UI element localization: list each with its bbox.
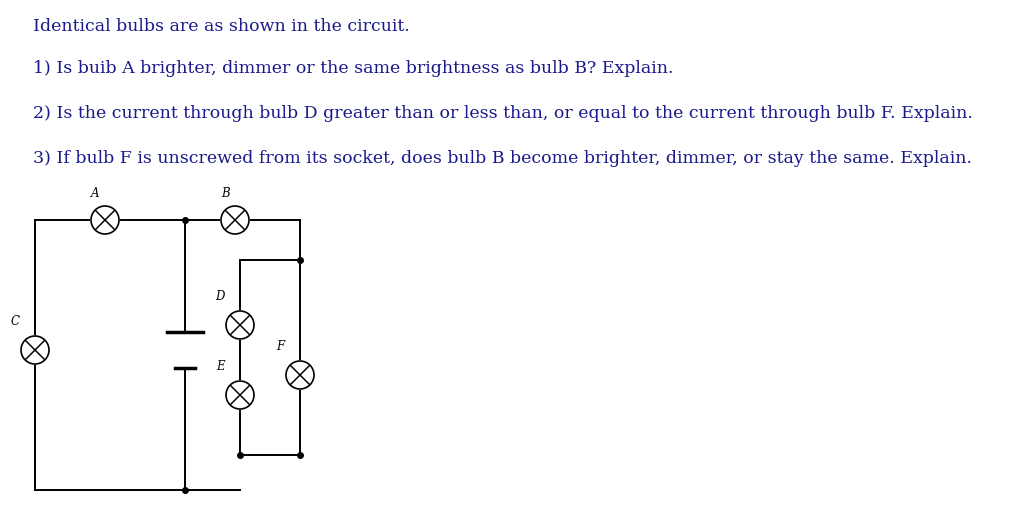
Text: E: E <box>215 360 225 373</box>
Text: Identical bulbs are as shown in the circuit.: Identical bulbs are as shown in the circ… <box>33 18 409 35</box>
Text: C: C <box>10 315 19 328</box>
Text: B: B <box>221 187 230 200</box>
Text: D: D <box>215 290 225 303</box>
Text: 3) If bulb F is unscrewed from its socket, does bulb B become brighter, dimmer, : 3) If bulb F is unscrewed from its socke… <box>33 150 972 167</box>
Text: A: A <box>90 187 100 200</box>
Text: F: F <box>276 340 284 353</box>
Text: 1) Is buib A brighter, dimmer or the same brightness as bulb B? Explain.: 1) Is buib A brighter, dimmer or the sam… <box>33 60 673 77</box>
Text: 2) Is the current through bulb D greater than or less than, or equal to the curr: 2) Is the current through bulb D greater… <box>33 105 973 122</box>
